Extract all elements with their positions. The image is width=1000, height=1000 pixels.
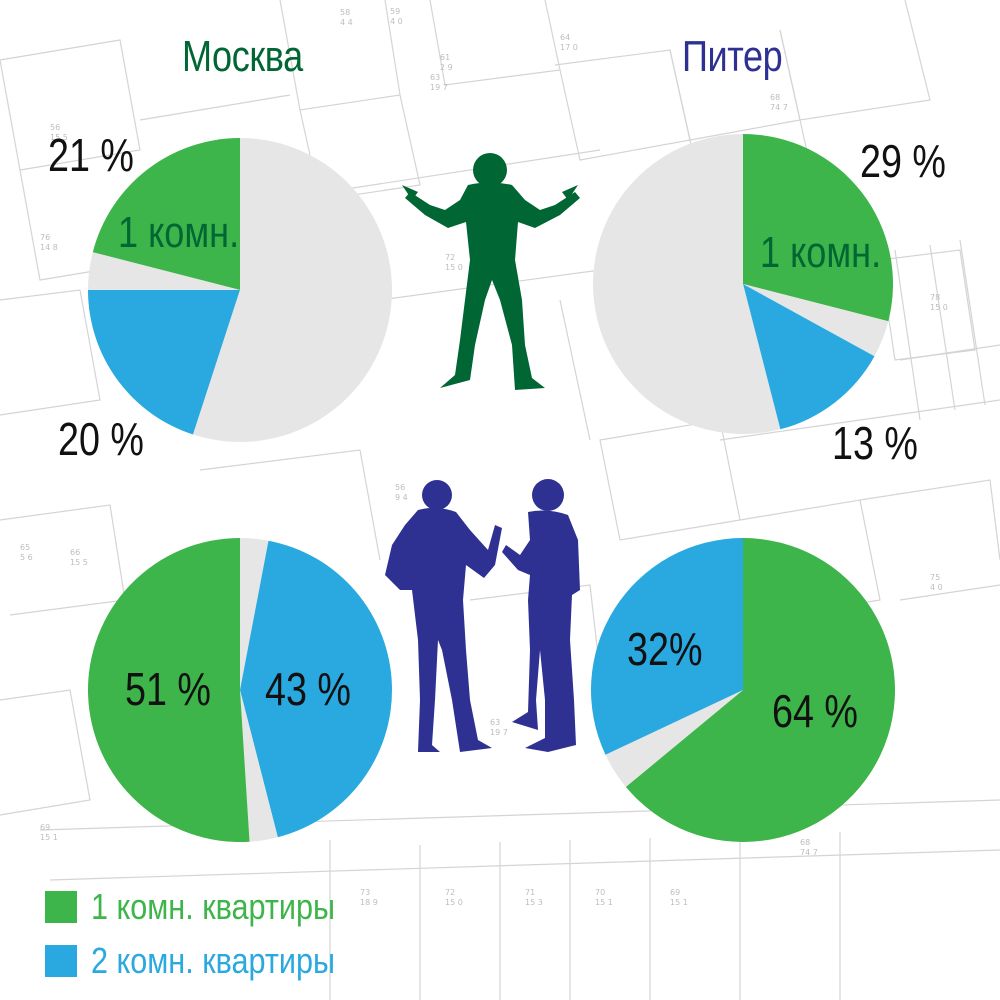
svg-text:15 1: 15 1 [40,833,58,842]
moscow-bottom-slice-other-0 [240,538,269,690]
svg-text:78: 78 [930,293,940,302]
svg-text:17 0: 17 0 [560,43,578,52]
svg-text:19 7: 19 7 [490,728,508,737]
svg-text:58: 58 [340,8,350,17]
svg-text:73: 73 [360,888,370,897]
legend-swatch-blue [45,945,77,977]
svg-text:15 0: 15 0 [930,303,948,312]
svg-text:19 7: 19 7 [430,83,448,92]
svg-text:64: 64 [560,33,570,42]
svg-text:15 0: 15 0 [445,898,463,907]
svg-text:59: 59 [390,7,400,16]
legend-item-1room: 1 комн. квартиры [45,886,378,928]
shrugging-man-icon [402,153,580,390]
legend-label-1room: 1 комн. квартиры [91,886,336,927]
svg-text:74 7: 74 7 [800,848,818,857]
moscow-top-slice-other-1 [88,252,240,290]
svg-text:14 8: 14 8 [40,243,58,252]
talking-man-left-icon [385,480,502,752]
piter-bottom-1room-label: 64 % [772,685,858,737]
svg-text:5 6: 5 6 [20,553,33,562]
svg-text:15 5: 15 5 [50,133,68,142]
legend-swatch-green [45,891,77,923]
moscow-bottom-2room-label: 43 % [265,663,351,715]
piter-top-slice-other-3 [593,134,781,434]
svg-text:4 0: 4 0 [390,17,403,26]
moscow-top-2room-label: 20 % [58,413,144,465]
svg-text:15 0: 15 0 [445,263,463,272]
piter-top-2room-label: 13 % [832,417,918,469]
svg-text:61: 61 [440,53,450,62]
title-moscow: Москва [182,32,303,81]
title-piter: Питер [682,32,783,81]
svg-text:56: 56 [395,483,405,492]
svg-text:71: 71 [525,888,535,897]
piter-bottom-2room-label: 32% [627,623,703,675]
svg-text:68: 68 [800,838,810,847]
svg-text:15 3: 15 3 [525,898,543,907]
legend-item-2room: 2 комн. квартиры [45,940,378,982]
svg-text:69: 69 [670,888,680,897]
svg-text:15 5: 15 5 [70,558,88,567]
moscow-top-inside-label: 1 комн. [118,208,240,257]
piter-top-slice-other-1 [743,284,889,357]
piter-bottom-slice-1room-0 [625,538,895,843]
moscow-bottom-1room-label: 51 % [125,663,211,715]
piter-top-inside-label: 1 комн. [760,228,882,277]
svg-text:65: 65 [20,543,30,552]
svg-text:56: 56 [50,123,60,132]
piter-bottom-slice-other-1 [605,690,743,787]
piter-top-1room-label: 29 % [860,135,946,187]
moscow-bottom-slice-other-2 [240,690,278,842]
piter-top-slice-1room-0 [743,134,894,322]
svg-text:66: 66 [70,548,80,557]
svg-text:15 1: 15 1 [595,898,613,907]
svg-text:72: 72 [445,253,455,262]
moscow-bottom-slice-2room-1 [240,540,392,838]
svg-text:2 9: 2 9 [440,63,453,72]
talking-man-right-icon [502,479,580,752]
legend-label-2room: 2 комн. квартиры [91,940,336,981]
moscow-top-slice-2room-2 [88,290,240,435]
svg-text:18 9: 18 9 [360,898,378,907]
svg-text:4 4: 4 4 [340,18,353,27]
svg-text:4 0: 4 0 [930,583,943,592]
svg-text:76: 76 [40,233,50,242]
moscow-top-slice-1room-0 [92,138,240,290]
svg-text:70: 70 [595,888,605,897]
svg-text:63: 63 [430,73,440,82]
svg-text:74 7: 74 7 [770,103,788,112]
moscow-bottom-slice-1room-3 [87,538,250,843]
moscow-top-1room-label: 21 % [48,129,134,181]
moscow-top-slice-other-3 [193,138,393,443]
svg-text:9 4: 9 4 [395,493,408,502]
svg-text:63: 63 [490,718,500,727]
piter-top-slice-2room-2 [743,284,875,430]
svg-text:75: 75 [930,573,940,582]
svg-text:72: 72 [445,888,455,897]
svg-text:68: 68 [770,93,780,102]
svg-text:15 1: 15 1 [670,898,688,907]
svg-text:69: 69 [40,823,50,832]
piter-bottom-slice-2room-2 [591,538,743,755]
